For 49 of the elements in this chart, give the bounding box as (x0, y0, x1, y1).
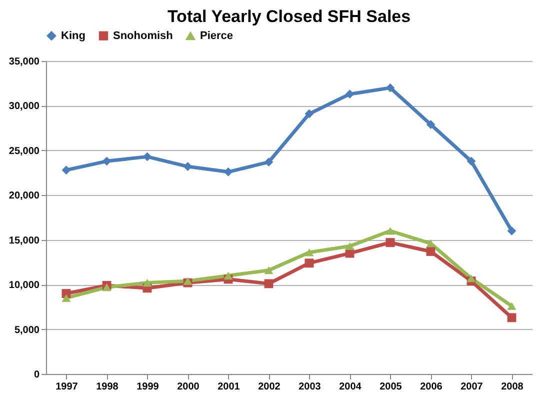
y-tick-label: 5,000 (14, 324, 40, 336)
point (507, 226, 516, 236)
point (345, 90, 354, 99)
point (386, 83, 395, 92)
point (304, 258, 314, 268)
x-tick-label: 2003 (298, 382, 322, 392)
point (264, 266, 274, 274)
chart-title: Total Yearly Closed SFH Sales (167, 7, 411, 26)
point (183, 277, 192, 285)
point (386, 227, 395, 235)
point (142, 278, 152, 287)
point (507, 313, 516, 322)
point (304, 248, 314, 256)
legend-label: King (61, 30, 86, 42)
point (345, 242, 354, 250)
y-tick-label: 10,000 (8, 280, 40, 292)
point (426, 247, 436, 256)
point (224, 272, 233, 280)
y-tick-label: 20,000 (8, 190, 40, 202)
point (304, 109, 314, 118)
x-tick-label: 2000 (177, 382, 200, 392)
point (62, 166, 71, 175)
x-tick-label: 1998 (96, 382, 119, 392)
point (466, 156, 476, 166)
legend-label: Snohomish (113, 30, 174, 42)
x-tick-label: 1999 (136, 382, 160, 392)
y-tick-label: 35,000 (8, 56, 40, 68)
x-tick-label: 2008 (501, 382, 524, 392)
legend-label: Pierce (200, 30, 234, 42)
x-tick-label: 2007 (460, 382, 484, 392)
x-tick-label: 2002 (258, 382, 281, 392)
point (507, 302, 516, 310)
point (466, 274, 476, 282)
x-tick-label: 2006 (420, 382, 443, 392)
y-tick-label: 0 (34, 370, 40, 380)
point (183, 162, 192, 171)
point (426, 240, 436, 248)
x-tick-label: 2004 (339, 382, 362, 392)
x-tick-label: 2005 (380, 382, 402, 392)
x-tick-label: 2001 (218, 382, 240, 392)
y-tick-label: 15,000 (8, 235, 40, 246)
y-tick-label: 30,000 (8, 101, 40, 112)
y-tick-label: 25,000 (8, 146, 40, 157)
point (386, 238, 395, 248)
x-tick-label: 1997 (56, 382, 78, 392)
point (62, 294, 71, 302)
point (264, 158, 274, 167)
point (426, 120, 436, 129)
point (264, 279, 274, 288)
